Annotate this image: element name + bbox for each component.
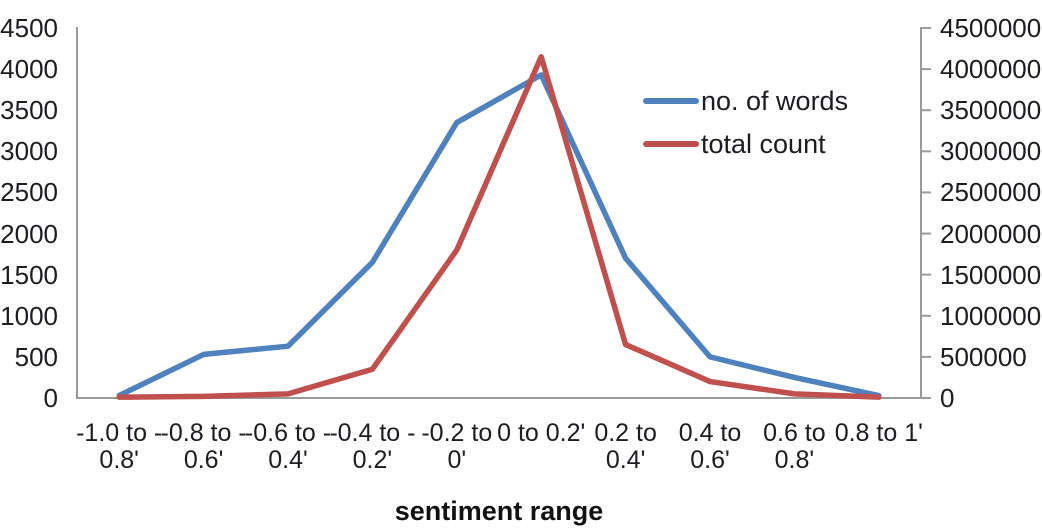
right-axis-tick-label: 2500000 (940, 177, 1042, 208)
series-line-0 (116, 72, 882, 399)
left-axis-tick-label: 2000 (0, 218, 58, 249)
left-axis-tick-label: 3500 (0, 95, 58, 126)
x-axis-category-label: 0.6 to 0.8' (763, 419, 826, 474)
legend-line-swatch (643, 98, 699, 104)
right-axis-tick-label: 1000000 (940, 300, 1042, 331)
left-axis-tick-label: 2500 (0, 177, 58, 208)
x-axis-title: sentiment range (394, 496, 604, 526)
right-axis-tick-label: 1500000 (940, 259, 1042, 290)
x-axis-category-label: 0.8 to 1' (834, 419, 923, 447)
legend-item: total count (643, 128, 826, 159)
right-axis-tick-label: 500000 (940, 341, 1027, 372)
left-axis-tick-label: 4500 (0, 13, 58, 43)
right-axis-tick-label: 3000000 (940, 136, 1042, 167)
left-axis-tick-label: 0 (43, 383, 58, 413)
x-axis-category-label: -0.6 to - 0.4' (244, 419, 332, 474)
right-axis-tick-label: 4000000 (940, 54, 1042, 85)
left-axis-tick-label: 3000 (0, 136, 58, 167)
left-axis-tick-label: 4000 (0, 54, 58, 85)
x-axis-category-label: 0 to 0.2' (497, 419, 586, 447)
x-axis-category-label: -0.2 to 0' (421, 419, 493, 474)
right-axis-tick-label: 3500000 (940, 95, 1042, 126)
legend-label: total count (701, 128, 826, 159)
legend-item: no. of words (643, 85, 849, 116)
left-axis-tick-label: 500 (14, 341, 58, 372)
series-line-1 (116, 54, 882, 400)
x-axis-category-label: -0.4 to - 0.2' (329, 419, 416, 474)
left-axis-tick-label: 1500 (0, 259, 58, 290)
left-axis-tick-label: 1000 (0, 300, 58, 331)
legend-label: no. of words (701, 85, 849, 116)
x-axis-category-label: -0.8 to - 0.6' (160, 419, 247, 474)
right-axis-tick-label: 4500000 (940, 13, 1042, 43)
right-axis-tick-label: 2000000 (940, 218, 1042, 249)
x-axis-category-label: 0.4 to 0.6' (678, 419, 742, 474)
right-axis-tick-label: 0 (940, 383, 955, 413)
x-axis-category-label: 0.2 to 0.4' (594, 419, 657, 474)
x-axis-category-label: -1.0 to - 0.8' (76, 419, 163, 474)
legend-line-swatch (643, 141, 699, 147)
